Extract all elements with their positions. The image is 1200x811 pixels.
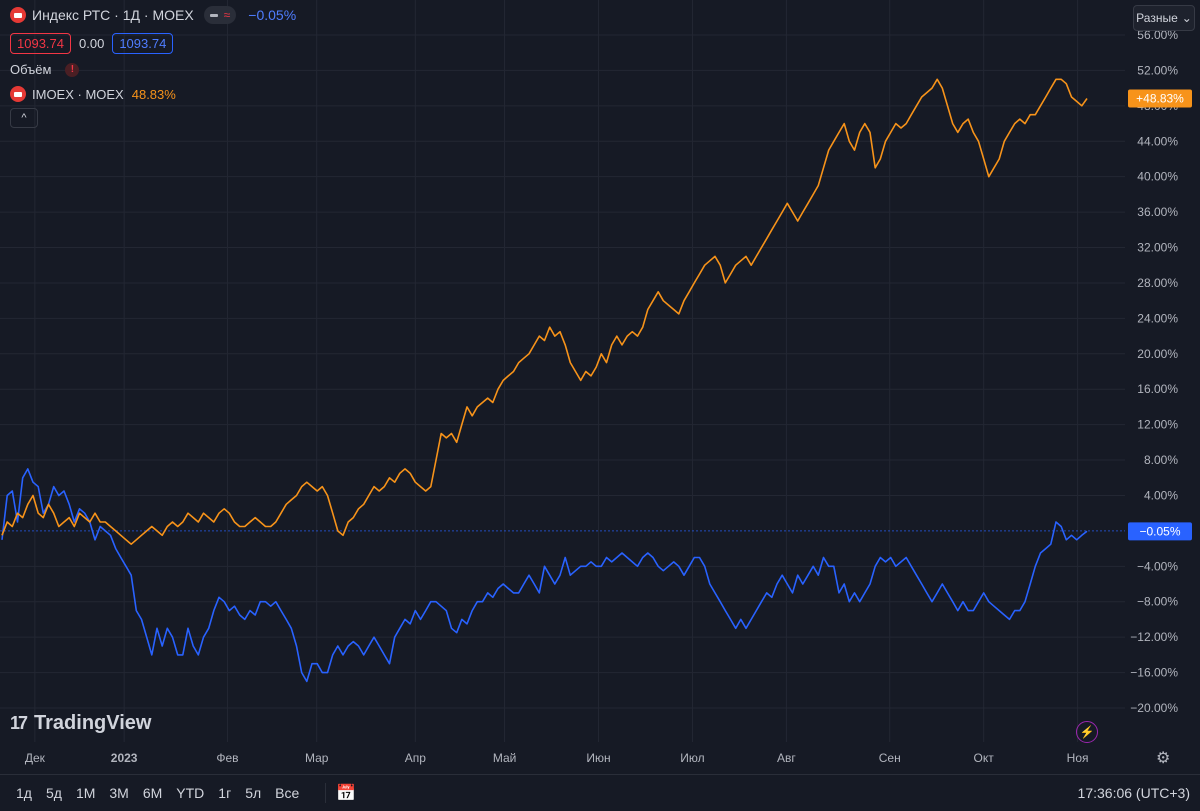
series-line: [1, 78, 1088, 545]
x-tick-label: Дек: [25, 751, 46, 765]
series-lines: [1, 78, 1088, 683]
y-axis: 56.00%52.00%48.00%44.00%40.00%36.00%32.0…: [1130, 28, 1178, 715]
volume-row[interactable]: Объём !: [10, 62, 80, 77]
y-tick-label: 24.00%: [1137, 311, 1178, 325]
grid-lines: [0, 0, 1125, 742]
y-tick-label: 52.00%: [1137, 63, 1178, 77]
range-button[interactable]: 6М: [142, 785, 163, 801]
chevron-down-icon: ⌄: [1181, 11, 1192, 25]
x-tick-label: Ноя: [1067, 751, 1089, 765]
ohlc-change: 0.00: [79, 36, 105, 51]
y-tick-label: 36.00%: [1137, 205, 1178, 219]
x-tick-label: Апр: [405, 751, 427, 765]
y-tick-label: 20.00%: [1137, 347, 1178, 361]
gear-icon[interactable]: ⚙: [1156, 750, 1171, 767]
range-button[interactable]: 1г: [218, 785, 232, 801]
y-tick-label: 56.00%: [1137, 28, 1178, 42]
y-tick-label: 28.00%: [1137, 276, 1178, 290]
wave-icon: ≈: [223, 8, 231, 22]
chevron-up-icon: ^: [21, 112, 27, 124]
logo-text: TradingView: [34, 712, 152, 734]
ohlc-close-box: 1093.74: [112, 33, 174, 54]
y-tick-label: 32.00%: [1137, 241, 1178, 255]
compare-legend[interactable]: IMOEX · MOEX 48.83%: [10, 86, 176, 102]
collapse-legend-button[interactable]: ^: [10, 108, 38, 128]
scale-mode-button[interactable]: Разные ⌄: [1133, 5, 1195, 31]
x-axis: Дек 2023 Фев Мар Апр Май Июн Июл Авг Сен Окт Ноя: [25, 751, 1089, 765]
y-tick-label: −8.00%: [1137, 595, 1178, 609]
y-tick-label: −4.00%: [1137, 559, 1178, 573]
range-button[interactable]: Все: [275, 785, 300, 801]
y-tick-label: −12.00%: [1130, 630, 1178, 644]
clock[interactable]: 17:36:06 (UTC+3): [1077, 785, 1190, 801]
y-tick-label: 16.00%: [1137, 382, 1178, 396]
lightning-icon[interactable]: ⚡: [1076, 721, 1098, 743]
compare-change: 48.83%: [131, 86, 176, 102]
x-tick-label: Июн: [586, 751, 610, 765]
x-tick-label: Июл: [680, 751, 704, 765]
y-tick-label: 44.00%: [1137, 134, 1178, 148]
russia-flag-icon: [10, 7, 26, 23]
price-badges: −0.05% +48.83%: [1128, 89, 1192, 541]
x-tick-label: 2023: [111, 751, 138, 765]
x-tick-label: Фев: [216, 751, 238, 765]
series-line: [1, 468, 1088, 683]
y-tick-label: 8.00%: [1144, 453, 1178, 467]
y-tick-label: 40.00%: [1137, 170, 1178, 184]
range-button[interactable]: YTD: [176, 785, 205, 801]
last-value-badge: [1128, 89, 1192, 108]
compare-symbol-title[interactable]: IMOEX · MOEX: [32, 86, 124, 102]
calendar-goto-icon[interactable]: 📅: [325, 783, 356, 803]
russia-flag-icon: [10, 86, 26, 102]
y-tick-label: 4.00%: [1144, 488, 1178, 502]
x-tick-label: Сен: [879, 751, 901, 765]
x-tick-label: Окт: [974, 751, 995, 765]
main-symbol-title[interactable]: Индекс РТС · 1Д · MOEX: [32, 7, 194, 23]
ohlc-row: 1093.74 0.00 1093.74: [10, 33, 181, 54]
last-value-label: −0.05%: [1139, 524, 1180, 538]
chart-background: [0, 0, 1200, 774]
compare-toggle[interactable]: ≈: [203, 6, 237, 24]
range-button[interactable]: 5д: [45, 785, 62, 801]
comparison-chart[interactable]: 56.00%52.00%48.00%44.00%40.00%36.00%32.0…: [0, 0, 1200, 774]
x-tick-label: Мар: [305, 751, 329, 765]
x-tick-label: Авг: [777, 751, 796, 765]
date-range-buttons: 1д 5д 1М 3М 6М YTD 1г 5л Все: [0, 785, 299, 801]
main-change: −0.05%: [248, 7, 297, 23]
range-button[interactable]: 3М: [109, 785, 129, 801]
range-button[interactable]: 1д: [16, 785, 32, 801]
tradingview-logo[interactable]: 17 TradingView: [10, 712, 151, 735]
tradingview-mark-icon: 17: [10, 713, 28, 733]
minus-icon: [209, 13, 218, 17]
x-tick-label: Май: [493, 751, 517, 765]
range-button[interactable]: 1М: [75, 785, 96, 801]
last-value-badge: [1128, 522, 1192, 541]
range-button[interactable]: 5л: [245, 785, 262, 801]
volume-label: Объём: [10, 62, 52, 77]
warning-icon[interactable]: !: [65, 62, 80, 77]
y-tick-label: −16.00%: [1130, 666, 1178, 680]
scale-mode-label: Разные: [1136, 11, 1178, 25]
last-value-label: +48.83%: [1136, 91, 1184, 105]
ohlc-open-box: 1093.74: [10, 33, 71, 54]
y-tick-label: 12.00%: [1137, 418, 1178, 432]
y-tick-label: −20.00%: [1130, 701, 1178, 715]
main-legend[interactable]: Индекс РТС · 1Д · MOEX ≈ −0.05%: [10, 6, 296, 24]
bottom-toolbar: 1д 5д 1М 3М 6М YTD 1г 5л Все 📅 17:36:06 (UTC+3): [0, 774, 1200, 811]
